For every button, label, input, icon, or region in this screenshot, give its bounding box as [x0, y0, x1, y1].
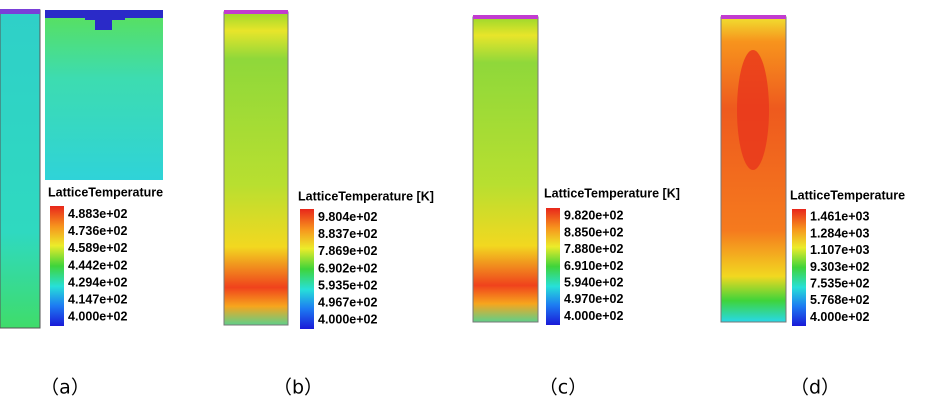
- color-bar: [300, 209, 314, 329]
- color-bar: [792, 209, 806, 326]
- legend-label: 4.147e+02: [68, 293, 127, 307]
- legend-label: 5.768e+02: [810, 293, 869, 307]
- legend-label: 1.284e+03: [810, 226, 869, 240]
- color-bar: [50, 206, 64, 326]
- legend-label: 4.000e+02: [318, 313, 377, 327]
- hotspot: [737, 50, 769, 170]
- legend-label: 4.442e+02: [68, 258, 127, 272]
- legend-label: 9.820e+02: [564, 209, 623, 223]
- legend-label: 5.940e+02: [564, 276, 623, 290]
- legend-label: 4.294e+02: [68, 275, 127, 289]
- zoom-inset: [45, 10, 163, 180]
- legend-label: 1.107e+03: [810, 243, 869, 257]
- contact: [721, 15, 786, 19]
- panel-caption: （d）: [790, 377, 840, 399]
- legend-label: 4.967e+02: [318, 296, 377, 310]
- legend-label: 4.000e+02: [810, 310, 869, 324]
- legend-label: 4.883e+02: [68, 207, 127, 221]
- device: [472, 16, 539, 323]
- panel-caption: （a）: [40, 377, 90, 399]
- legend-label: 8.850e+02: [564, 225, 623, 239]
- legend-label: 1.461e+03: [810, 210, 869, 224]
- contact: [0, 9, 40, 14]
- legend-label: 4.000e+02: [68, 310, 127, 324]
- legend-label: 9.303e+02: [810, 260, 869, 274]
- legend-label: 4.736e+02: [68, 224, 127, 238]
- legend-label: 4.970e+02: [564, 292, 623, 306]
- color-bar: [546, 208, 560, 325]
- legend-title: LatticeTemperature [K]: [544, 186, 680, 200]
- legend-title: LatticeTemperature [K]: [298, 189, 434, 203]
- legend-label: 6.902e+02: [318, 261, 377, 275]
- legend-label: 8.837e+02: [318, 227, 377, 241]
- legend-title: LatticeTemperature: [790, 188, 905, 202]
- legend-label: 7.869e+02: [318, 244, 377, 258]
- legend-label: 9.804e+02: [318, 210, 377, 224]
- legend-title: LatticeTemperature: [48, 185, 163, 199]
- device: [223, 11, 289, 326]
- legend-label: 6.910e+02: [564, 259, 623, 273]
- legend-label: 4.000e+02: [564, 309, 623, 323]
- contact: [224, 10, 288, 14]
- legend-label: 4.589e+02: [68, 241, 127, 255]
- legend-label: 5.935e+02: [318, 278, 377, 292]
- device-strip: [0, 9, 41, 329]
- legend-label: 7.535e+02: [810, 277, 869, 291]
- inset-contact: [45, 10, 163, 30]
- legend-label: 7.880e+02: [564, 242, 623, 256]
- panel-caption: （b）: [273, 377, 323, 399]
- panel-caption: （c）: [539, 377, 587, 399]
- contact: [473, 15, 538, 19]
